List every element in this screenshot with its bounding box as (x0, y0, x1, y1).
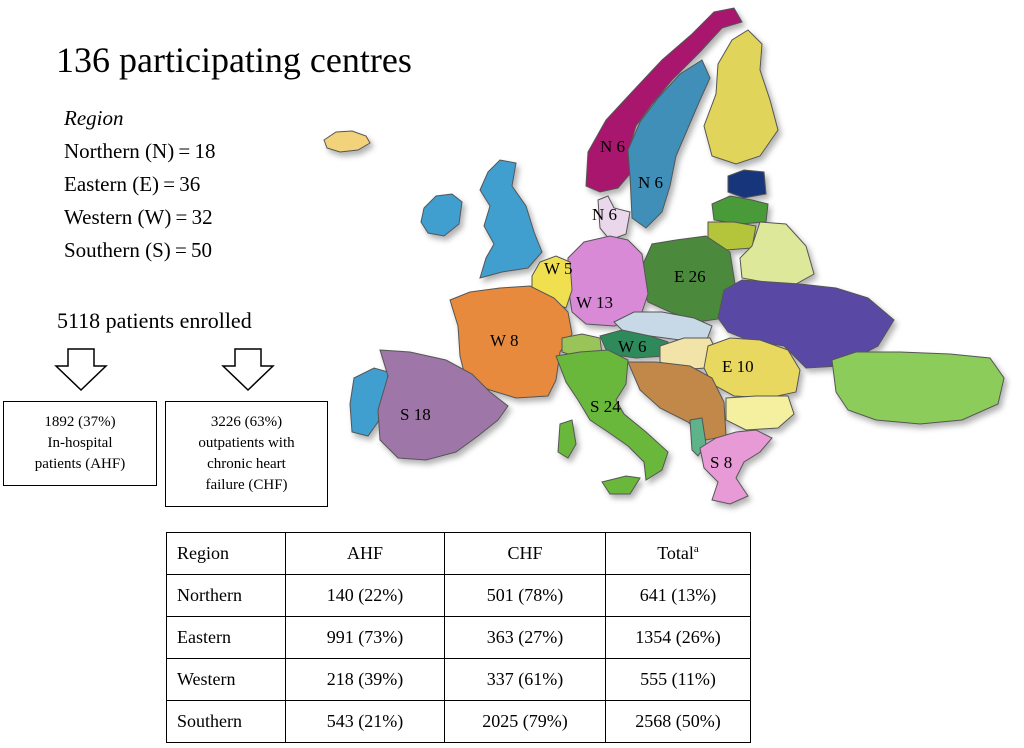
chf-count: 3226 (63%) (210, 414, 283, 430)
finland-shape (703, 29, 779, 165)
table-header-total: Totala (605, 532, 751, 575)
table-cell-chf: 363 (27%) (444, 616, 606, 659)
region-list-item-western: Western (W) = 32 (64, 205, 213, 229)
region-list: Region Northern (N) = 18 Eastern (E) = 3… (64, 102, 215, 267)
table-row: Western 218 (39%) 337 (61%) 555 (11%) (166, 658, 751, 701)
estonia-shape (727, 169, 767, 199)
region-list-heading: Region (64, 106, 124, 130)
table-cell-region: Northern (166, 574, 286, 617)
denmark-shape (597, 195, 631, 241)
ahf-desc-line1: In-hospital (47, 435, 113, 451)
table-cell-total: 2568 (50%) (605, 700, 751, 743)
map-label-benelux: W 5 (544, 259, 573, 278)
map-labels: N 6 N 6 N 6 W 5 W 13 E 26 W 8 W 6 E 10 S… (400, 137, 754, 472)
table-cell-total: 641 (13%) (605, 574, 751, 617)
table-cell-chf: 2025 (79%) (444, 700, 606, 743)
map-label-poland: E 26 (674, 267, 706, 286)
ahf-desc-line2: patients (AHF) (34, 456, 126, 472)
table-cell-total: 1354 (26%) (605, 616, 751, 659)
table-cell-ahf: 218 (39%) (285, 658, 445, 701)
great-britain-shape (479, 159, 543, 279)
table-header-ahf: AHF (285, 532, 445, 575)
summary-table: Region AHF CHF Totala Northern 140 (22%)… (166, 532, 751, 743)
italy-shape (555, 349, 669, 481)
map-label-france: W 8 (490, 331, 519, 350)
sardinia-shape (557, 419, 577, 459)
spain-shape (377, 349, 509, 461)
table-header-region: Region (166, 532, 286, 575)
table-cell-region: Western (166, 658, 286, 701)
iceland-shape (323, 130, 371, 153)
belarus-shape (739, 221, 815, 285)
patients-enrolled-label: 5118 patients enrolled (57, 308, 252, 333)
table-cell-total: 555 (11%) (605, 658, 751, 701)
europe-map: N 6 N 6 N 6 W 5 W 13 E 26 W 8 W 6 E 10 S… (323, 7, 1005, 505)
table-header-chf: CHF (444, 532, 606, 575)
table-cell-region: Eastern (166, 616, 286, 659)
table-header-row: Region AHF CHF Totala (166, 532, 751, 575)
chf-desc-line2: chronic heart (207, 456, 286, 472)
table-cell-region: Southern (166, 700, 286, 743)
table-row: Northern 140 (22%) 501 (78%) 641 (13%) (166, 574, 751, 617)
page-title: 136 participating centres (56, 40, 412, 80)
table-cell-chf: 337 (61%) (444, 658, 606, 701)
region-list-item-eastern: Eastern (E) = 36 (64, 172, 201, 196)
ahf-patients-box: 1892 (37%) In-hospital patients (AHF) (3, 401, 157, 486)
map-label-spain: S 18 (400, 405, 431, 424)
chf-desc-line3: failure (CHF) (205, 477, 288, 493)
ireland-shape (420, 193, 463, 237)
map-label-greece: S 8 (710, 453, 732, 472)
region-list-item-northern: Northern (N) = 18 (64, 139, 216, 163)
bulgaria-shape (725, 395, 795, 431)
table-row: Southern 543 (21%) 2025 (79%) 2568 (50%) (166, 700, 751, 743)
table-cell-chf: 501 (78%) (444, 574, 606, 617)
sweden-shape (627, 59, 711, 229)
ukraine-shape (717, 279, 895, 369)
map-label-germany: W 13 (576, 293, 613, 312)
table-row: Eastern 991 (73%) 363 (27%) 1354 (26%) (166, 616, 751, 659)
table-cell-ahf: 140 (22%) (285, 574, 445, 617)
ahf-count: 1892 (37%) (44, 414, 116, 430)
turkey-shape (831, 351, 1005, 425)
table-cell-ahf: 991 (73%) (285, 616, 445, 659)
france-shape (449, 285, 573, 399)
chf-patients-box: 3226 (63%) outpatients with chronic hear… (165, 401, 328, 507)
latvia-shape (711, 195, 769, 225)
arrow-down-icon (54, 348, 108, 392)
table-header-total-label: Total (657, 543, 694, 563)
arrow-down-icon (221, 348, 275, 392)
map-label-romania: E 10 (722, 357, 754, 376)
map-label-denmark: N 6 (592, 205, 617, 224)
greece-shape (699, 429, 773, 505)
map-label-norway: N 6 (600, 137, 625, 156)
map-label-italy: S 24 (590, 397, 621, 416)
chf-desc-line1: outpatients with (198, 435, 295, 451)
region-list-item-southern: Southern (S) = 50 (64, 238, 212, 262)
table-header-total-footnote: a (693, 543, 699, 555)
table-cell-ahf: 543 (21%) (285, 700, 445, 743)
germany-shape (567, 235, 649, 327)
map-label-austria: W 6 (618, 337, 647, 356)
sicily-shape (601, 475, 641, 495)
map-label-sweden: N 6 (638, 173, 663, 192)
